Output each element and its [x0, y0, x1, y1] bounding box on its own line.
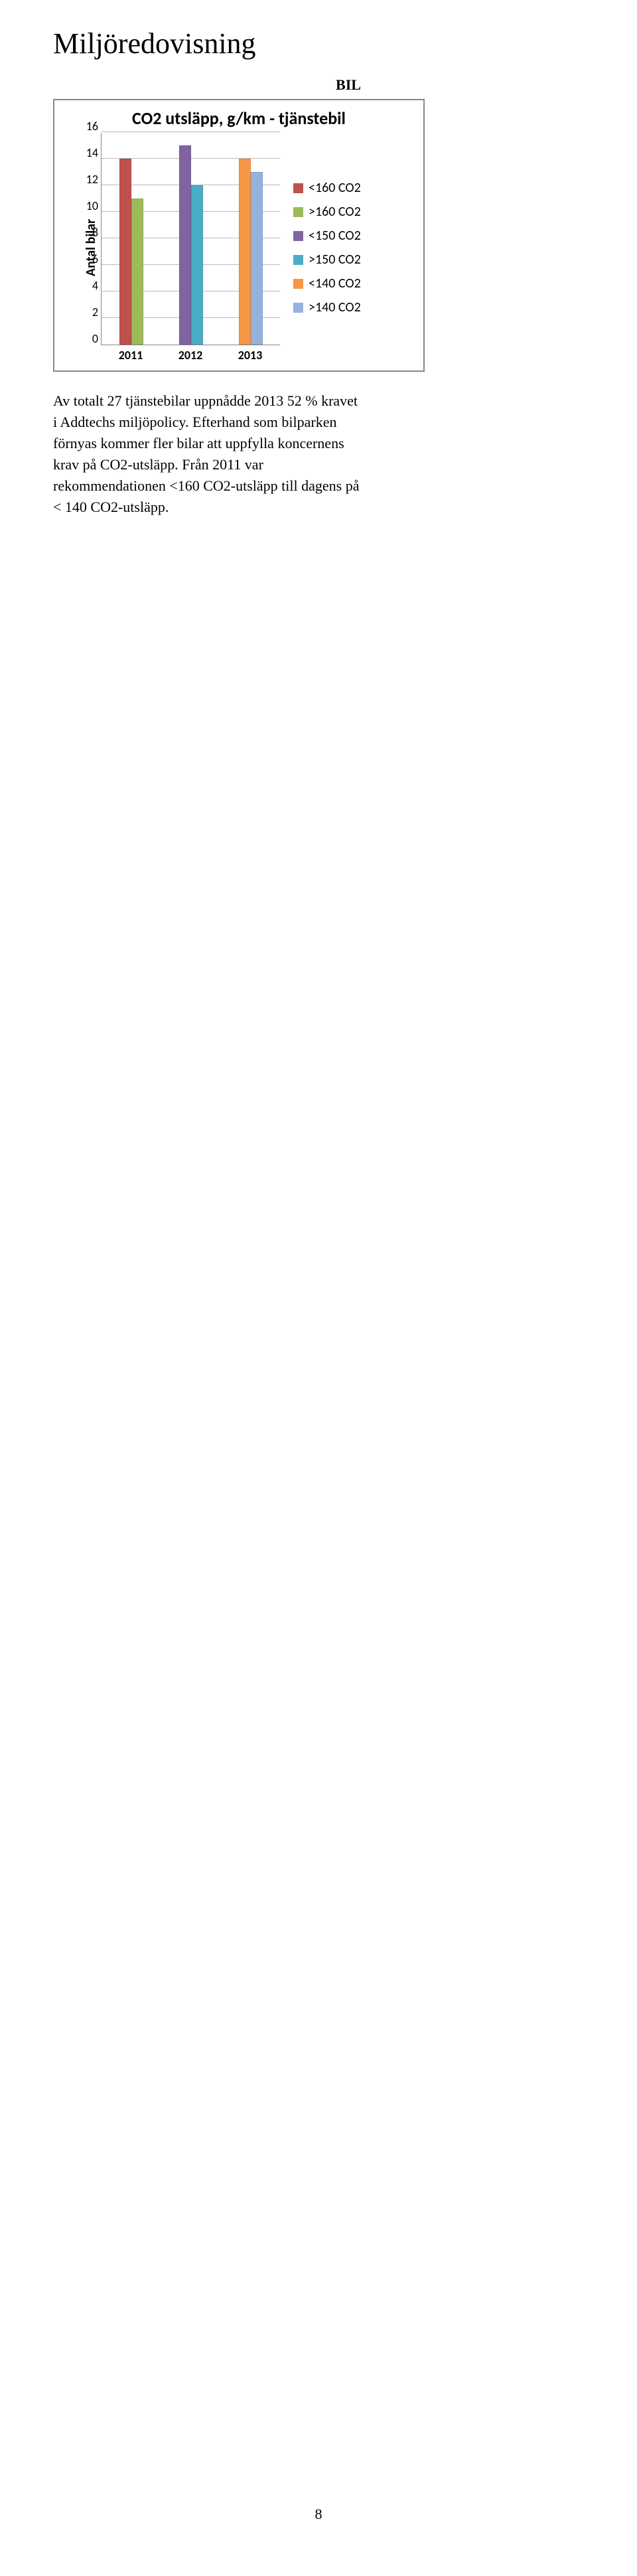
- legend-item: <150 CO2: [293, 228, 361, 244]
- page-number: 8: [0, 2506, 637, 2523]
- bar-group: [239, 159, 263, 345]
- xaxis-ticks: 201120122013: [101, 345, 280, 362]
- bar: [191, 185, 203, 345]
- plot-area: [101, 133, 280, 345]
- yaxis-label: Antal bilar: [83, 219, 99, 276]
- bar: [251, 172, 263, 345]
- legend-swatch: [293, 303, 303, 313]
- yaxis-label-wrap: Antal bilar: [62, 133, 82, 362]
- chart-title: CO2 utsläpp, g/km - tjänstebil: [62, 108, 415, 129]
- legend-item: >160 CO2: [293, 204, 361, 220]
- section-label: BIL: [113, 76, 584, 94]
- legend-label: <150 CO2: [309, 228, 361, 244]
- bar: [119, 159, 131, 345]
- page-title: Miljöredovisning: [53, 27, 584, 60]
- bar: [179, 145, 191, 345]
- legend-label: >160 CO2: [309, 204, 361, 220]
- legend-item: <160 CO2: [293, 180, 361, 196]
- bar-group: [119, 159, 143, 345]
- xtick-label: 2012: [161, 345, 220, 362]
- legend-item: >150 CO2: [293, 252, 361, 268]
- legend-swatch: [293, 231, 303, 241]
- legend-label: >150 CO2: [309, 252, 361, 268]
- legend: <160 CO2 >160 CO2 <150 CO2 >150 CO2 <140 CO2…: [280, 133, 361, 362]
- legend-label: >140 CO2: [309, 299, 361, 315]
- legend-swatch: [293, 255, 303, 265]
- legend-swatch: [293, 207, 303, 217]
- legend-label: <140 CO2: [309, 276, 361, 291]
- chart-container: CO2 utsläpp, g/km - tjänstebil Antal bil…: [53, 99, 425, 372]
- body-text: Av totalt 27 tjänstebilar uppnådde 2013 …: [53, 390, 365, 517]
- legend-item: >140 CO2: [293, 299, 361, 315]
- legend-swatch: [293, 183, 303, 193]
- xtick-label: 2011: [101, 345, 161, 362]
- legend-label: <160 CO2: [309, 180, 361, 196]
- bar: [239, 159, 251, 345]
- grid-line: [102, 131, 280, 132]
- legend-item: <140 CO2: [293, 276, 361, 291]
- bar-group: [179, 145, 203, 345]
- xtick-label: 2013: [220, 345, 280, 362]
- bar: [131, 199, 143, 345]
- legend-swatch: [293, 279, 303, 289]
